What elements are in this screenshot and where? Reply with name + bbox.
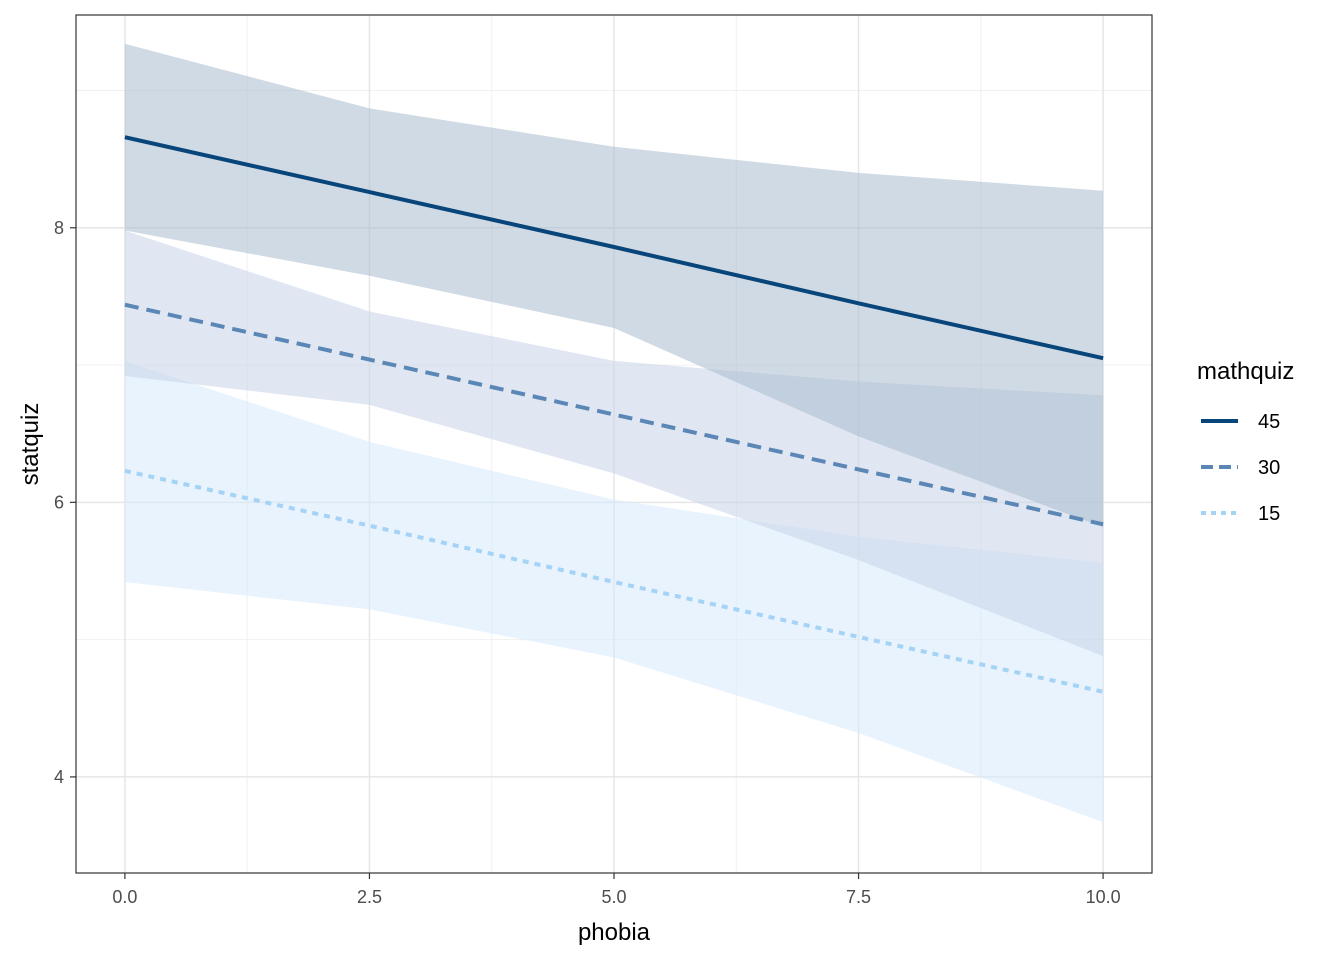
series-line-45 xyxy=(124,135,1104,361)
series-lines xyxy=(124,135,1104,694)
legend-title: mathquiz xyxy=(1197,358,1294,385)
y-tick-label: 4 xyxy=(54,767,64,787)
y-tick-label: 8 xyxy=(54,218,64,238)
confidence-band-15 xyxy=(124,360,1104,823)
x-axis-title: phobia xyxy=(578,919,651,946)
x-tick-label: 0.0 xyxy=(112,887,137,907)
legend-label-30: 30 xyxy=(1258,457,1280,479)
x-tick-label: 2.5 xyxy=(357,887,382,907)
x-tick-label: 10.0 xyxy=(1086,887,1121,907)
legend-label-15: 15 xyxy=(1258,503,1280,525)
axis-ticks: 0.0 2.5 5.0 7.5 10.0 4 6 8 xyxy=(54,218,1121,907)
x-tick-label: 5.0 xyxy=(601,887,626,907)
y-tick-label: 6 xyxy=(54,492,64,512)
confidence-band-45 xyxy=(124,43,1104,528)
x-tick-label: 7.5 xyxy=(846,887,871,907)
y-axis-title: statquiz xyxy=(17,403,44,486)
legend: mathquiz 45 30 15 xyxy=(1197,358,1294,525)
confidence-band-30 xyxy=(124,230,1104,657)
series-line-30 xyxy=(124,302,1104,527)
confidence-bands xyxy=(124,43,1104,823)
legend-label-45: 45 xyxy=(1258,411,1280,433)
